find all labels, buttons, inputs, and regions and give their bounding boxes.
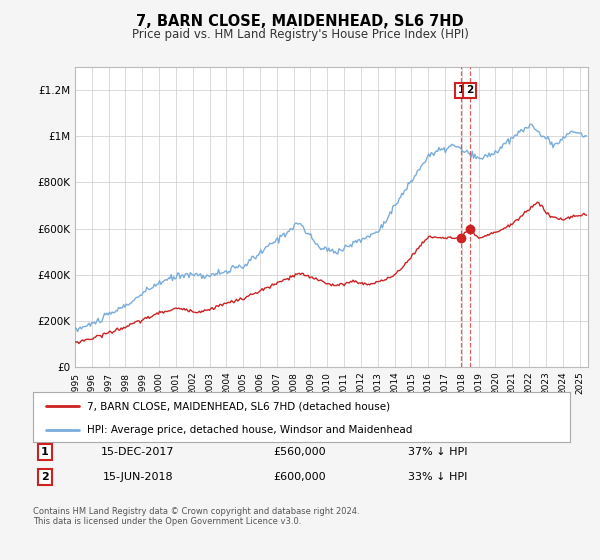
Text: HPI: Average price, detached house, Windsor and Maidenhead: HPI: Average price, detached house, Wind… xyxy=(87,425,412,435)
Text: £600,000: £600,000 xyxy=(274,472,326,482)
Text: 15-DEC-2017: 15-DEC-2017 xyxy=(101,447,175,457)
Text: Price paid vs. HM Land Registry's House Price Index (HPI): Price paid vs. HM Land Registry's House … xyxy=(131,28,469,41)
Text: 33% ↓ HPI: 33% ↓ HPI xyxy=(409,472,467,482)
Text: 1: 1 xyxy=(458,85,465,95)
Text: 37% ↓ HPI: 37% ↓ HPI xyxy=(408,447,468,457)
Text: £560,000: £560,000 xyxy=(274,447,326,457)
Text: Contains HM Land Registry data © Crown copyright and database right 2024.
This d: Contains HM Land Registry data © Crown c… xyxy=(33,507,359,526)
Text: 7, BARN CLOSE, MAIDENHEAD, SL6 7HD (detached house): 7, BARN CLOSE, MAIDENHEAD, SL6 7HD (deta… xyxy=(87,401,390,411)
Text: 7, BARN CLOSE, MAIDENHEAD, SL6 7HD: 7, BARN CLOSE, MAIDENHEAD, SL6 7HD xyxy=(136,14,464,29)
Text: 15-JUN-2018: 15-JUN-2018 xyxy=(103,472,173,482)
Text: 2: 2 xyxy=(466,85,473,95)
Text: 2: 2 xyxy=(41,472,49,482)
Text: 1: 1 xyxy=(41,447,49,457)
